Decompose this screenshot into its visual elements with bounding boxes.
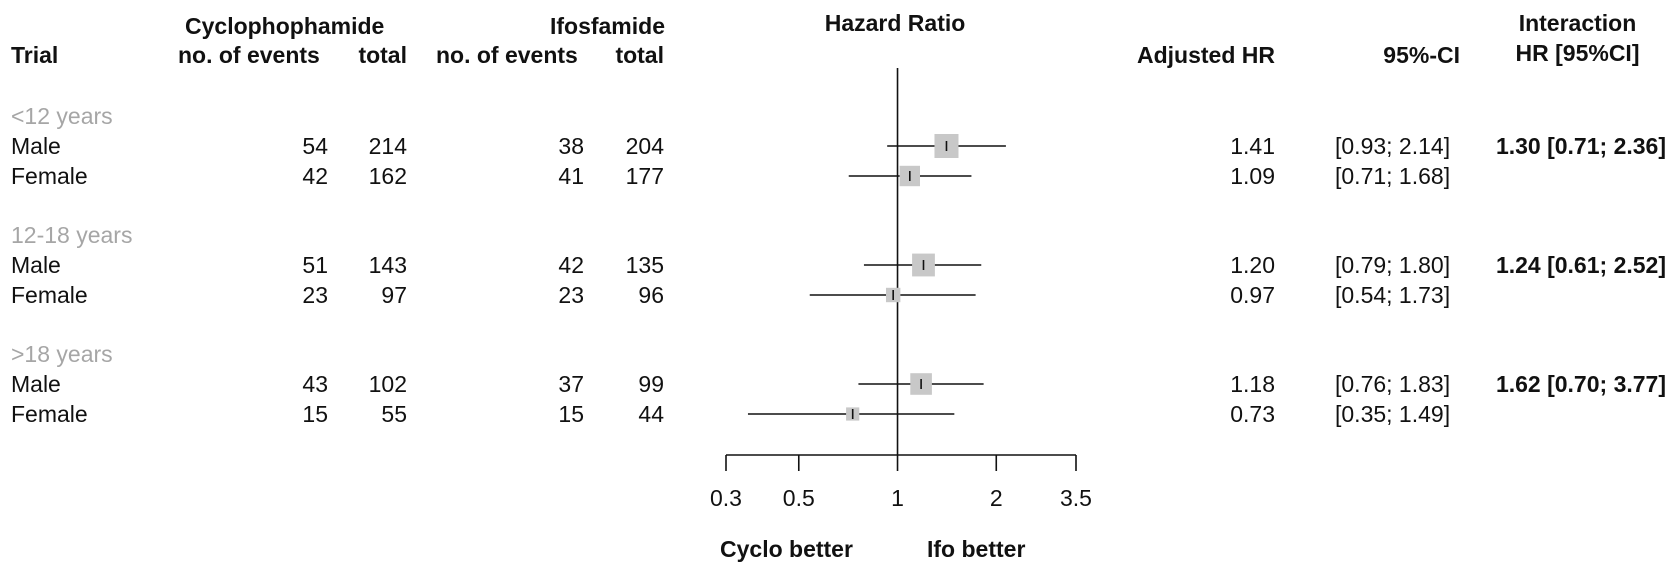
cyclo-better-label: Cyclo better — [720, 536, 853, 562]
header-interaction: Interaction — [1518, 10, 1637, 36]
header-hazard-ratio: Hazard Ratio — [824, 10, 966, 36]
ci-value: [0.79; 1.80] — [1335, 252, 1451, 278]
group-label: >18 years — [11, 341, 113, 367]
header-cyclo: Cyclophophamide — [185, 13, 385, 39]
header-ifo-events: no. of events — [436, 42, 578, 68]
ci-value: [0.71; 1.68] — [1335, 163, 1451, 189]
x-tick-label: 2 — [990, 485, 1003, 511]
ifo-better-label: Ifo better — [927, 536, 1026, 562]
ci-value: [0.93; 2.14] — [1335, 133, 1451, 159]
row-label: Female — [11, 163, 88, 189]
ci-value: [0.35; 1.49] — [1335, 401, 1451, 427]
ci-value: [0.54; 1.73] — [1335, 282, 1451, 308]
row-label: Male — [11, 371, 61, 397]
group-label: <12 years — [11, 103, 113, 129]
x-tick-label: 0.3 — [710, 485, 742, 511]
header-trial: Trial — [11, 42, 59, 68]
row-label: Female — [11, 282, 88, 308]
ci-value: [0.76; 1.83] — [1335, 371, 1451, 397]
group-label: 12-18 years — [11, 222, 133, 248]
row-label: Female — [11, 401, 88, 427]
x-tick-label: 1 — [891, 485, 904, 511]
x-tick-label: 0.5 — [783, 485, 815, 511]
x-tick-label: 3.5 — [1060, 485, 1092, 511]
header-interaction-ci: HR [95%CI] — [1515, 40, 1640, 66]
header-cyclo-events: no. of events — [178, 42, 320, 68]
row-label: Male — [11, 252, 61, 278]
row-label: Male — [11, 133, 61, 159]
